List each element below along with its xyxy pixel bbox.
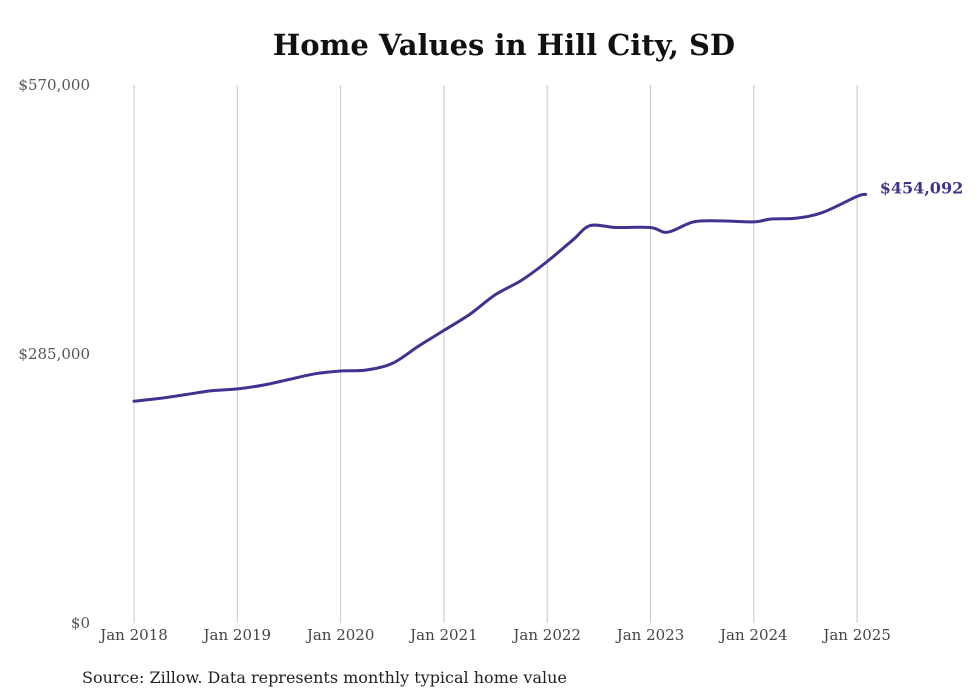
chart-title: Home Values in Hill City, SD [272,28,736,62]
source-note: Source: Zillow. Data represents monthly … [82,668,567,687]
x-tick-label-2021: Jan 2021 [408,626,478,644]
x-tick-label-2025: Jan 2025 [821,626,891,644]
y-tick-label: $0 [71,614,90,632]
x-tick-label-2019: Jan 2019 [202,626,272,644]
x-tick-label-2022: Jan 2022 [511,626,581,644]
x-tick-label-2023: Jan 2023 [615,626,685,644]
x-tick-label-2020: Jan 2020 [305,626,375,644]
x-tick-label-2018: Jan 2018 [98,626,168,644]
end-value-label: $454,092 [880,178,964,197]
line-chart: $0 $285,000 $570,000 Jan 2018 Jan 2019 Jan 2… [18,76,964,644]
y-tick-label: $570,000 [18,76,90,94]
series-line [132,192,868,403]
x-tick-label-2024: Jan 2024 [718,626,788,644]
y-tick-label: $285,000 [18,345,90,363]
